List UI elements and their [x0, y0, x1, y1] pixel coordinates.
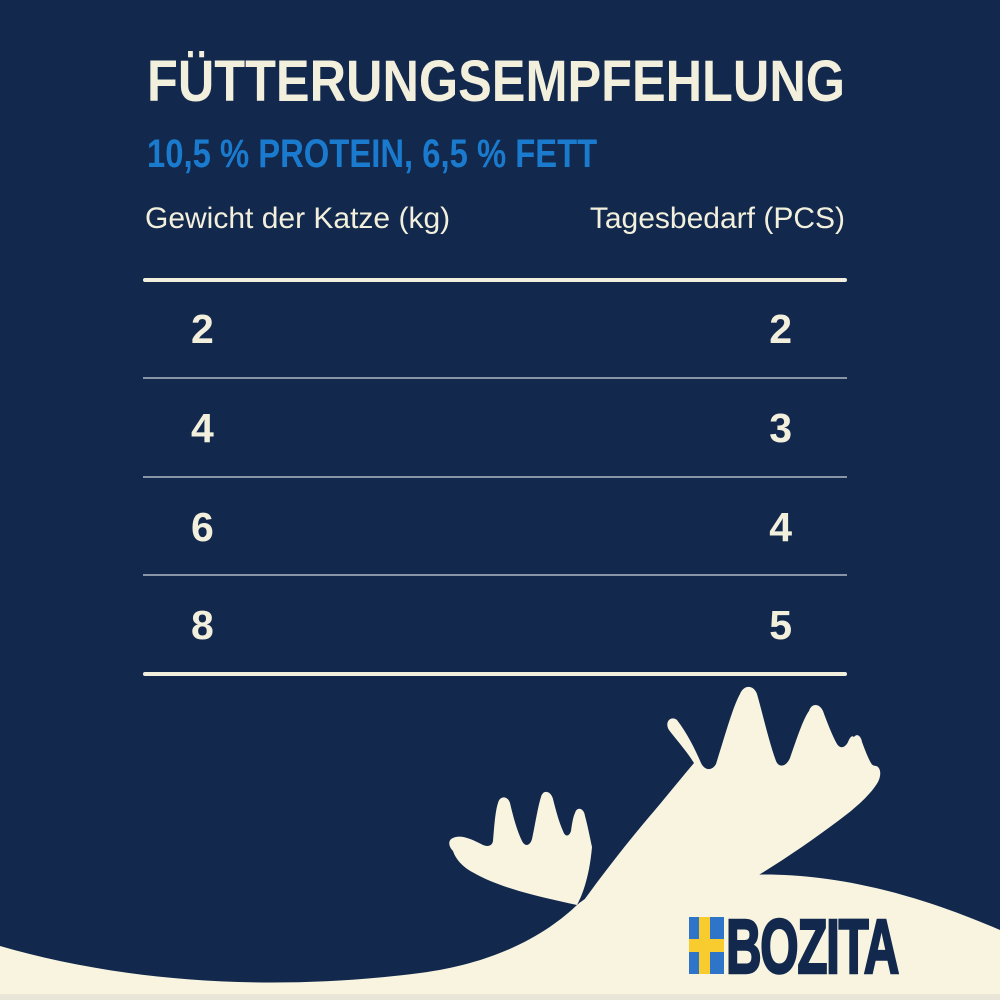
weight-value: 6 [191, 504, 214, 550]
daily-need-value: 5 [769, 602, 792, 648]
bottom-edge-strip [0, 994, 1000, 1000]
brand-wordmark: BOZITA [725, 904, 900, 990]
antler-silhouette-left [449, 791, 592, 905]
table-header-row: Gewicht der Katze (kg) Tagesbedarf (PCS) [145, 204, 845, 234]
moose-antler-graphic [0, 686, 1000, 1000]
table-rule [143, 476, 847, 478]
table-row: 2 2 [143, 282, 847, 377]
table-rule [143, 574, 847, 576]
column-header-daily-need: Tagesbedarf (PCS) [589, 202, 845, 235]
weight-value: 4 [191, 405, 214, 451]
wave-shape [0, 874, 1000, 1000]
table-rule-bottom [143, 672, 847, 676]
column-header-weight: Gewicht der Katze (kg) [145, 202, 451, 235]
daily-need-value: 3 [769, 405, 792, 451]
subtitle-protein-fat: 10,5 % PROTEIN, 6,5 % FETT [147, 132, 598, 176]
antler-silhouette-right [579, 686, 881, 953]
daily-need-value: 2 [769, 306, 792, 352]
page-title: FÜTTERUNGSEMPFEHLUNG [147, 49, 846, 114]
table-rule [143, 377, 847, 379]
table-row: 4 3 [143, 381, 847, 476]
table-row: 8 5 [143, 578, 847, 673]
table-rule-top [143, 278, 847, 282]
weight-value: 2 [191, 306, 214, 352]
swedish-flag-icon [689, 917, 724, 974]
daily-need-value: 4 [769, 504, 792, 550]
feeding-table: Gewicht der Katze (kg) Tagesbedarf (PCS)… [143, 196, 847, 682]
weight-value: 8 [191, 602, 214, 648]
table-row: 6 4 [143, 480, 847, 575]
flag-cross-horizontal [689, 939, 724, 952]
